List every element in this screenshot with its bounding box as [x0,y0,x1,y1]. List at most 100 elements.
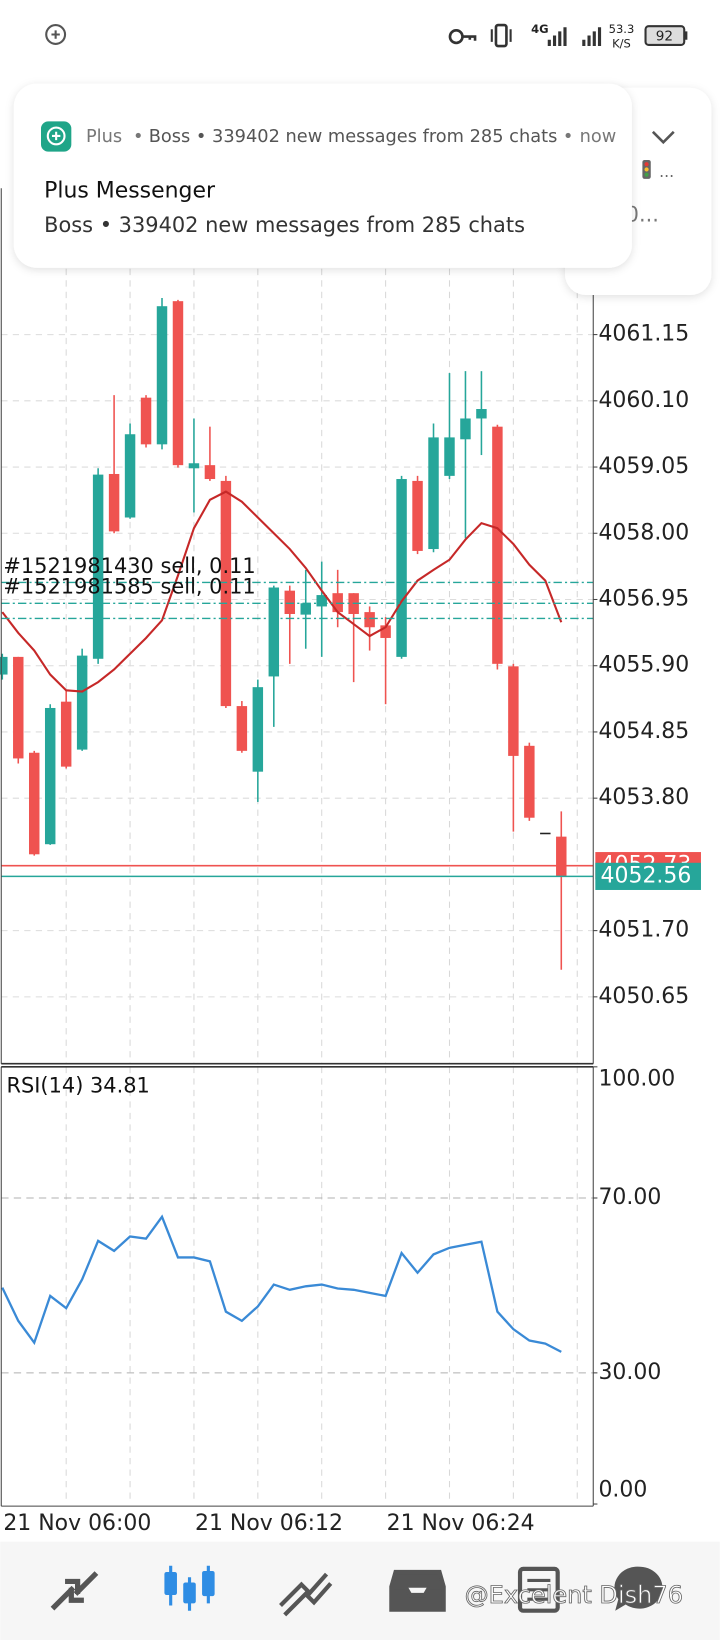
y-tick-label: 4058.00 [598,520,689,545]
nav-icon[interactable] [164,1572,177,1596]
y-tick-label: 0.00 [598,1477,647,1502]
notification-card[interactable] [13,83,632,268]
y-tick-label: 30.00 [598,1360,661,1385]
candle-body [428,437,439,550]
candle-body [412,480,423,551]
separator: • [563,126,573,147]
nav-icon[interactable] [50,1571,99,1611]
candle-body [380,625,391,638]
candle-body [556,836,567,877]
candle-body [220,480,232,707]
nav-trade[interactable] [279,1572,333,1617]
candle-body [268,587,280,677]
x-tick-label: 21 Nov 06:24 [387,1511,535,1536]
vibrate-icon [494,23,508,48]
candle-body [444,437,455,476]
candle-body [60,701,72,767]
candle-body [172,301,184,466]
candle-body [188,463,200,469]
x-tick-label: 21 Nov 06:12 [195,1511,343,1536]
bottom-nav: @Excelent Dish76 [0,1541,720,1640]
nav-icon[interactable] [183,1582,196,1604]
signal-icon [547,27,602,47]
candle-body [76,655,88,750]
expand-chevron[interactable] [651,130,675,145]
notification-title: Plus Messenger [44,178,216,203]
candle-body [204,465,216,480]
candle-body [396,479,407,657]
nav-icon[interactable] [202,1570,215,1597]
candle-body [29,752,40,855]
y-tick-label: 4054.85 [598,719,689,744]
app-icon [51,131,61,141]
notification[interactable]: Plus • Boss • 339402 new messages from 2… [13,83,632,268]
nav-history[interactable] [389,1569,446,1612]
status-icon [45,24,67,45]
candle-body [236,706,248,751]
net-speed-unit: K/S [612,36,631,50]
network-type: 4G [531,22,548,36]
candle-body [284,590,296,614]
price-label: 4052.56 [601,863,692,888]
nav-icon[interactable] [614,1566,663,1611]
key-icon [462,35,477,41]
rsi-line [1,1214,562,1353]
nav-chart[interactable] [164,1565,215,1611]
battery-level: 92 [656,29,673,45]
candle-body [140,397,152,445]
y-tick-label: 100.00 [598,1066,675,1091]
separator: • [133,126,143,147]
app-icon [46,126,66,146]
status-bar: 4G 53.3 K/S 92 [45,22,688,50]
candle-body [92,474,104,659]
ellipsis: ... [659,162,674,181]
y-tick-label: 4060.10 [598,388,689,413]
indicator-title: RSI(14) 34.81 [6,1074,149,1098]
traffic-icon [644,162,649,167]
candle-body [300,603,311,615]
app-name: Plus [86,126,122,147]
candle-body [124,434,136,518]
candle-body [364,612,375,628]
nav-messages[interactable] [614,1566,663,1611]
nav-icon[interactable] [389,1569,446,1612]
price-label-box [595,862,701,890]
candle-body [252,687,264,772]
y-tick-label: 4059.05 [598,454,689,479]
candle-body [44,707,56,845]
candle-body [316,595,327,607]
y-tick-label: 4053.80 [598,785,689,810]
traffic-icon [644,167,649,172]
candle-body [508,666,519,756]
notification-time: now [580,126,617,147]
candle-body [460,418,471,440]
status-icon [51,30,60,39]
notification-body: Boss • 339402 new messages from 285 chat… [44,213,525,237]
candle-body [13,656,24,759]
nav-icon[interactable] [279,1572,333,1617]
nav-icon[interactable] [517,1566,560,1613]
y-tick-label: 70.00 [598,1185,661,1210]
y-tick-label: 4055.90 [598,653,689,678]
moving-average [1,490,563,693]
candle-body [476,409,487,419]
net-speed: 53.3 [609,22,635,36]
nav-quotes[interactable] [50,1571,99,1611]
nav-news[interactable] [517,1566,560,1613]
y-tick-label: 4051.70 [598,918,689,943]
traffic-icon [644,172,649,177]
y-tick-label: 4056.95 [598,586,689,611]
candle-body [492,426,503,664]
candle-body [524,745,535,818]
y-tick-label: 4050.65 [598,984,689,1009]
candle-body [108,473,120,532]
candle-body [156,306,168,445]
notification-summary: Boss • 339402 new messages from 285 chat… [149,126,558,147]
nav-icon[interactable] [527,1578,551,1601]
nav-background [0,1541,720,1640]
order-label: #1521981585 sell, 0.11 [3,575,255,599]
y-tick-label: 4061.15 [598,322,689,347]
watermark: @Excelent Dish76 [465,1581,683,1609]
vibrate-icon [490,29,512,42]
